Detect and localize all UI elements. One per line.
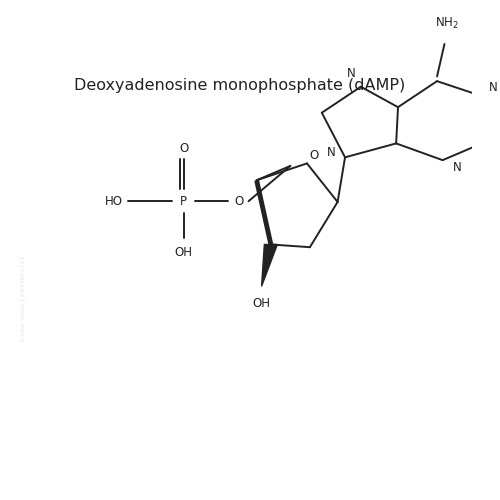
Text: Adobe Stock | #879801723: Adobe Stock | #879801723 <box>21 256 26 342</box>
Text: OH: OH <box>174 246 192 259</box>
Polygon shape <box>262 244 278 286</box>
Text: N: N <box>490 81 498 94</box>
Text: O: O <box>234 194 244 207</box>
Text: HO: HO <box>105 194 123 207</box>
Text: N: N <box>326 146 336 159</box>
Text: O: O <box>179 142 188 154</box>
Text: N: N <box>347 67 356 80</box>
Text: OH: OH <box>252 298 270 310</box>
Text: NH$_2$: NH$_2$ <box>436 16 459 31</box>
Text: P: P <box>180 194 187 207</box>
Text: O: O <box>310 150 319 162</box>
Text: N: N <box>453 161 462 174</box>
Text: Deoxyadenosine monophosphate (dAMP): Deoxyadenosine monophosphate (dAMP) <box>74 78 405 92</box>
